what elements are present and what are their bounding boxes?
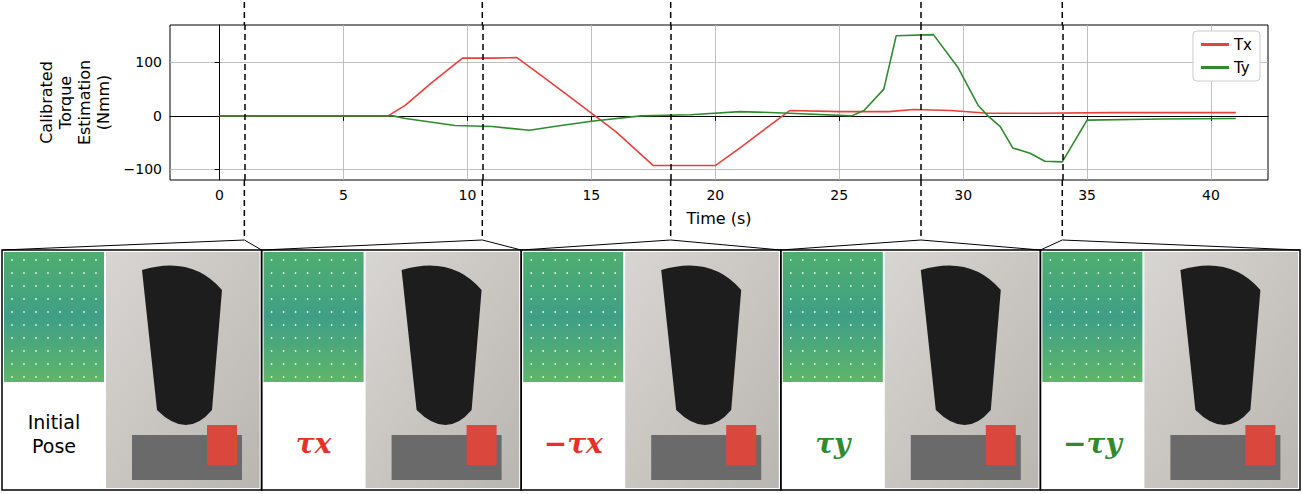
svg-text:−τx: −τx <box>544 427 603 460</box>
svg-text:35: 35 <box>1078 187 1096 203</box>
svg-text:0: 0 <box>153 108 162 124</box>
svg-text:τy: τy <box>815 427 852 460</box>
svg-text:Torque: Torque <box>56 76 75 130</box>
svg-text:InitialPose: InitialPose <box>28 411 81 457</box>
svg-text:τx: τx <box>296 427 332 460</box>
svg-text:Tx: Tx <box>1233 36 1252 54</box>
svg-text:Ty: Ty <box>1233 59 1250 77</box>
svg-text:30: 30 <box>954 187 972 203</box>
svg-text:40: 40 <box>1202 187 1220 203</box>
svg-text:25: 25 <box>830 187 848 203</box>
svg-text:Estimation: Estimation <box>75 60 94 145</box>
svg-text:−τy: −τy <box>1063 427 1123 460</box>
svg-text:0: 0 <box>215 187 224 203</box>
svg-text:15: 15 <box>582 187 600 203</box>
svg-text:5: 5 <box>339 187 348 203</box>
svg-text:20: 20 <box>706 187 724 203</box>
svg-text:10: 10 <box>459 187 477 203</box>
svg-text:Time (s): Time (s) <box>685 209 751 228</box>
svg-text:Calibrated: Calibrated <box>37 61 56 144</box>
svg-text:(Nmm): (Nmm) <box>94 75 113 131</box>
svg-text:−100: −100 <box>124 161 162 177</box>
svg-text:100: 100 <box>135 54 162 70</box>
